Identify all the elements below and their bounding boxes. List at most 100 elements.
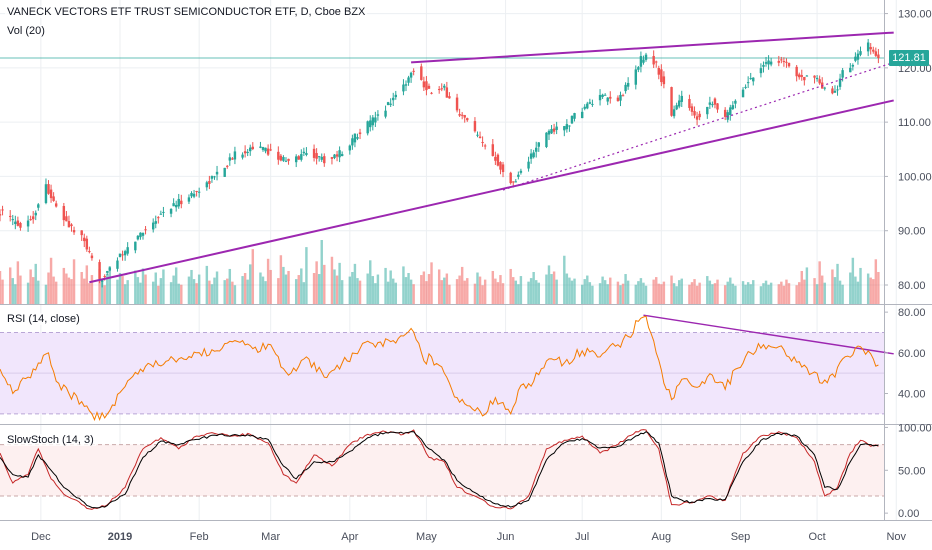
volume-bar	[389, 270, 392, 304]
candle	[537, 141, 540, 152]
candle	[606, 97, 609, 106]
volume-bar	[874, 259, 878, 304]
volume-bar	[197, 274, 201, 304]
candle	[139, 232, 142, 240]
time-axis-tick-label: Aug	[652, 531, 672, 543]
candle-body	[83, 237, 86, 242]
volume-bar	[157, 285, 160, 304]
volume-bar	[483, 279, 487, 304]
candle	[279, 154, 283, 162]
volume-bar	[780, 281, 783, 304]
candle-body	[100, 279, 104, 282]
candle-body	[277, 151, 280, 160]
volume-bar	[494, 278, 497, 304]
volume-bar	[545, 274, 548, 304]
volume-bar	[695, 285, 699, 304]
candle	[698, 110, 701, 121]
price-axis-tick-label: 130.00	[898, 9, 932, 21]
candle-body	[246, 151, 249, 153]
volume-bar	[619, 285, 622, 304]
candle-body	[330, 157, 334, 159]
candle	[586, 101, 589, 110]
volume-bar	[29, 269, 32, 304]
candle	[335, 150, 339, 162]
volume-bar	[680, 278, 683, 304]
volume-bar	[851, 257, 855, 304]
candle-body	[598, 94, 602, 101]
candle-body	[657, 68, 660, 75]
candle	[780, 56, 783, 64]
candle	[795, 64, 798, 82]
candle-body	[813, 75, 816, 78]
candle	[769, 57, 773, 67]
candle	[340, 151, 344, 157]
candle-body	[0, 214, 2, 216]
last-price-tag: 121.81	[889, 50, 929, 66]
candle	[231, 156, 234, 160]
candle-body	[386, 102, 390, 106]
volume-bar	[744, 284, 747, 304]
candle	[815, 75, 819, 82]
candle	[70, 223, 73, 232]
volume-bar	[573, 278, 576, 304]
candle-body	[624, 84, 627, 92]
candle-body	[838, 78, 842, 87]
candle	[547, 129, 551, 141]
volume-bar	[226, 278, 229, 304]
candle-body	[568, 125, 571, 127]
candle-body	[642, 59, 645, 63]
rsi-trendline	[643, 314, 894, 355]
candle	[180, 194, 183, 209]
volume-bar	[800, 270, 803, 304]
candle-body	[174, 204, 178, 208]
candle-body	[713, 98, 717, 105]
volume-bar	[358, 280, 362, 304]
volume-bar	[529, 278, 533, 304]
candle	[509, 171, 512, 185]
candle	[841, 68, 844, 82]
candle-body	[752, 77, 755, 82]
price-axis-tick-label: 90.00	[898, 226, 926, 238]
volume-bar	[563, 255, 566, 304]
candle	[52, 192, 55, 202]
candle-body	[392, 97, 395, 101]
candle	[455, 93, 459, 113]
candle-body	[744, 86, 747, 88]
candle-body	[90, 255, 94, 259]
candle-body	[606, 97, 609, 102]
candle-body	[514, 181, 518, 183]
volume-bar	[616, 281, 620, 304]
candle-body	[348, 145, 352, 151]
volume-bar	[466, 278, 469, 304]
candle	[836, 85, 839, 96]
volume-bar	[195, 283, 198, 304]
candle-body	[223, 167, 226, 177]
candle-body	[780, 59, 783, 61]
volume-bar	[31, 277, 35, 304]
volume-bar	[223, 280, 226, 304]
candle	[491, 139, 495, 157]
volume-bar	[103, 285, 106, 304]
volume-bar	[741, 281, 745, 304]
candle	[866, 39, 870, 57]
time-axis-tick-label: Mar	[261, 531, 280, 543]
candle-body	[126, 247, 129, 254]
volume-bar	[123, 284, 127, 304]
volume-bar	[243, 273, 247, 304]
candle	[389, 98, 392, 108]
candle-body	[123, 251, 127, 256]
candle-body	[67, 221, 71, 228]
volume-bar	[409, 279, 413, 304]
candle	[746, 76, 750, 88]
candle	[708, 96, 712, 110]
candle	[366, 120, 369, 136]
rsi-axis-tick-label: 40.00	[898, 388, 926, 400]
volume-bar	[177, 283, 180, 304]
candle	[598, 89, 602, 106]
candle	[246, 149, 249, 157]
volume-bar	[785, 279, 788, 304]
candle-body	[320, 156, 323, 160]
candle-body	[14, 221, 17, 225]
volume-bar	[552, 271, 556, 304]
